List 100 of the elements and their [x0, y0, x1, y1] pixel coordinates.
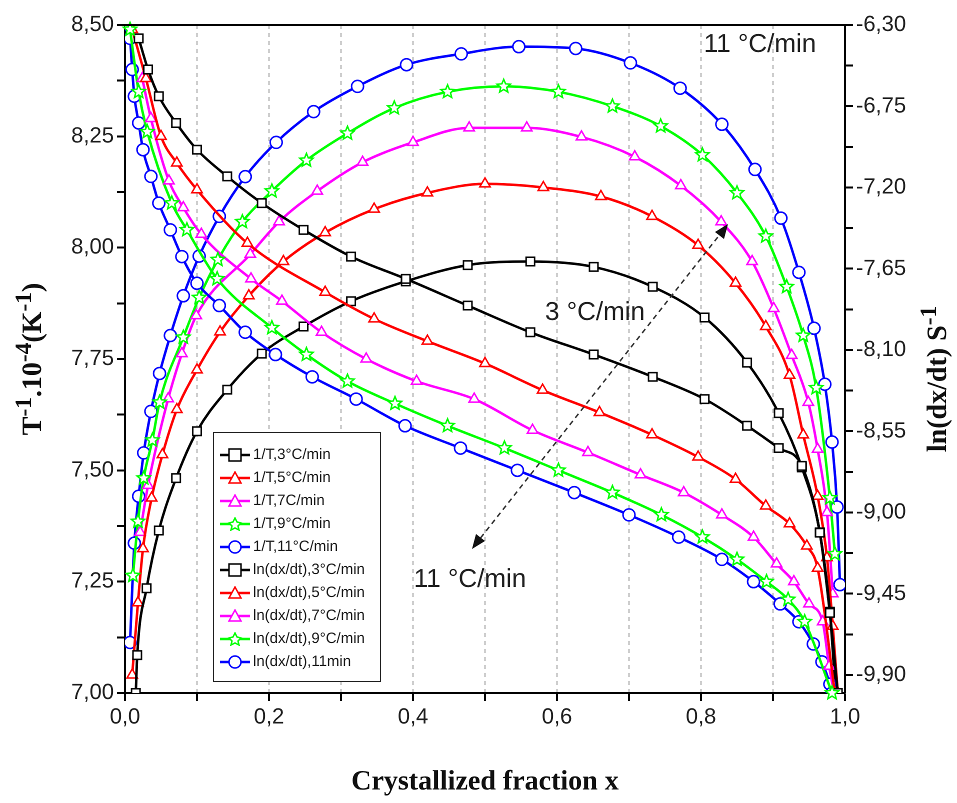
point: [386, 100, 402, 114]
point: [191, 183, 203, 194]
y-tick-label: 8,25: [71, 122, 114, 148]
legend-label: ln(dx/dt),3°C/min: [253, 561, 365, 578]
y-tick-label: 7,00: [71, 679, 114, 704]
legend-label: ln(dx/dt),9°C/min: [253, 630, 365, 647]
point: [136, 470, 152, 485]
point: [510, 464, 524, 478]
point: [454, 47, 468, 61]
point: [624, 56, 638, 70]
point: [388, 396, 402, 410]
point: [792, 266, 806, 280]
point: [349, 392, 363, 406]
point: [340, 126, 355, 140]
point: [648, 372, 658, 382]
point: [678, 486, 690, 496]
point: [812, 442, 824, 454]
point: [241, 236, 254, 247]
point: [140, 124, 155, 138]
point: [824, 685, 840, 700]
point: [748, 162, 762, 176]
point: [144, 404, 158, 418]
point: [746, 254, 758, 266]
point: [568, 42, 582, 56]
point: [210, 271, 225, 286]
point: [319, 226, 332, 236]
point: [551, 84, 566, 98]
y2-tick-label: -7,20: [856, 174, 906, 199]
point: [512, 40, 526, 54]
point: [238, 326, 252, 340]
point: [759, 574, 774, 588]
x-tick-label: 0,0: [110, 703, 140, 728]
y2-tick-label: -9,90: [856, 661, 906, 686]
point: [648, 282, 658, 292]
y2-tick-label: -9,00: [856, 498, 906, 524]
point: [468, 392, 480, 403]
point: [758, 228, 774, 243]
point: [462, 300, 473, 311]
point: [716, 508, 728, 519]
point: [812, 489, 824, 500]
point: [674, 178, 687, 190]
point: [316, 326, 328, 336]
point: [421, 186, 434, 197]
point: [536, 383, 549, 394]
point: [788, 574, 800, 586]
point: [212, 298, 226, 312]
point: [525, 256, 536, 266]
point: [479, 356, 491, 368]
point: [256, 198, 267, 208]
point: [760, 499, 772, 510]
point: [746, 574, 760, 588]
point: [463, 121, 476, 132]
point: [277, 254, 290, 266]
point: [298, 224, 309, 235]
point: [298, 322, 309, 332]
point: [582, 446, 594, 456]
point: [126, 568, 140, 582]
point: [825, 435, 839, 449]
legend-label: 1/T,5°C/min: [253, 469, 331, 486]
point: [646, 428, 658, 438]
point: [497, 440, 512, 454]
point: [311, 184, 324, 195]
point: [828, 546, 842, 560]
point: [802, 396, 814, 406]
point: [454, 441, 468, 455]
point: [576, 130, 588, 141]
y2-tick-label: -6,75: [856, 92, 906, 118]
point: [273, 215, 286, 226]
point: [146, 491, 158, 502]
point: [245, 272, 257, 283]
point: [496, 78, 512, 93]
point: [268, 348, 282, 362]
point: [162, 174, 175, 185]
point: [346, 296, 356, 306]
point: [144, 112, 157, 122]
legend-label: 1/T,3°C/min: [253, 446, 331, 463]
point: [132, 596, 144, 606]
point: [131, 84, 146, 98]
point: [164, 223, 178, 237]
point: [244, 248, 256, 258]
point: [784, 368, 796, 379]
y2-tick-label: -6,30: [856, 11, 906, 36]
point: [822, 490, 838, 504]
point: [803, 597, 815, 608]
annotation: 11 °C/min: [704, 28, 816, 58]
point: [180, 222, 194, 236]
legend-label: ln(dx/dt),5°C/min: [253, 584, 365, 601]
point: [144, 170, 158, 184]
legend-label: 1/T,7C/min: [253, 492, 325, 509]
y-tick-label: 8,50: [71, 11, 114, 36]
point: [170, 402, 183, 414]
point: [130, 514, 146, 528]
point: [132, 650, 142, 660]
point: [812, 562, 824, 572]
point: [800, 539, 813, 550]
point: [192, 426, 202, 436]
point: [673, 81, 687, 95]
point: [242, 289, 255, 300]
point: [192, 290, 207, 304]
annotation: 11 °C/min: [414, 563, 526, 594]
